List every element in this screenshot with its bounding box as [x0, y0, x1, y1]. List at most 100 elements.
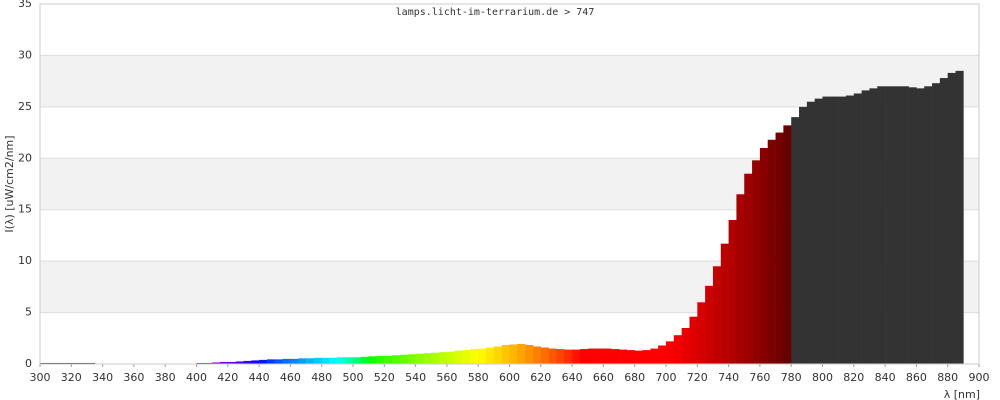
- x-tick-label: 540: [405, 371, 426, 384]
- spectrum-bar: [290, 358, 299, 364]
- spectrum-bar: [712, 266, 722, 364]
- x-tick-label: 580: [468, 371, 489, 384]
- spectrum-bar: [415, 353, 424, 364]
- x-tick-label: 320: [61, 371, 82, 384]
- spectrum-bar: [830, 96, 839, 365]
- spectrum-bar: [243, 360, 252, 364]
- spectrum-bar: [822, 96, 831, 365]
- spectrum-bar: [493, 346, 502, 364]
- spectrum-bar: [360, 356, 369, 364]
- y-tick-label: 30: [18, 48, 32, 61]
- spectrum-bar: [274, 359, 283, 364]
- x-tick-label: 860: [906, 371, 927, 384]
- spectrum-bar: [548, 348, 557, 364]
- spectrum-bar: [470, 349, 479, 364]
- x-tick-label: 460: [280, 371, 301, 384]
- y-tick-label: 15: [18, 203, 32, 216]
- x-tick-label: 440: [249, 371, 270, 384]
- spectrum-bar: [353, 357, 362, 364]
- x-tick-label: 600: [499, 371, 520, 384]
- spectrum-bar: [603, 348, 612, 364]
- spectrum-bar: [423, 353, 432, 364]
- spectrum-bar: [431, 352, 440, 364]
- spectrum-bar: [705, 285, 714, 364]
- spectrum-bar: [650, 348, 659, 364]
- spectrum-bar: [595, 348, 604, 364]
- spectrum-bar: [759, 148, 769, 364]
- x-axis-label: λ [nm]: [944, 388, 980, 400]
- spectrum-bar: [799, 106, 808, 364]
- spectrum-bar: [736, 194, 745, 364]
- spectrum-bar: [345, 357, 354, 364]
- spectrum-bar: [282, 358, 291, 364]
- spectrum-bar: [877, 86, 886, 365]
- y-tick-label: 20: [18, 151, 32, 164]
- spectrum-bar: [619, 349, 628, 364]
- spectrum-bar: [916, 88, 925, 364]
- spectrum-bar: [932, 83, 941, 364]
- x-tick-label: 420: [217, 371, 238, 384]
- y-tick-label: 0: [25, 357, 32, 370]
- x-tick-label: 340: [92, 371, 113, 384]
- spectrum-bar: [556, 349, 565, 364]
- x-tick-label: 560: [436, 371, 457, 384]
- spectrum-bar: [892, 86, 902, 365]
- x-tick-label: 620: [530, 371, 551, 384]
- x-tick-label: 760: [749, 371, 770, 384]
- spectrum-bar: [564, 349, 573, 364]
- spectrum-bar: [259, 359, 268, 364]
- spectrum-bar: [806, 101, 815, 364]
- y-tick-label: 25: [18, 100, 32, 113]
- spectrum-bar: [212, 362, 221, 364]
- spectrum-bar: [219, 361, 229, 364]
- spectrum-bar: [908, 87, 917, 365]
- spectrum-bar: [454, 350, 463, 364]
- spectrum-bar: [439, 352, 448, 364]
- spectrum-bar: [251, 360, 260, 364]
- spectrum-bar: [478, 348, 487, 364]
- spectrum-bar: [486, 347, 495, 364]
- spectrum-bar: [540, 347, 549, 364]
- x-tick-label: 800: [812, 371, 833, 384]
- spectrum-bar: [313, 357, 322, 364]
- spectrum-bar: [329, 357, 338, 364]
- x-tick-label: 300: [30, 371, 51, 384]
- spectrum-bar: [783, 125, 792, 364]
- spectrum-bar: [196, 362, 205, 364]
- spectrum-bar: [853, 93, 862, 364]
- spectrum-bar: [720, 243, 729, 364]
- spectrum-bar: [368, 356, 377, 364]
- x-tick-label: 680: [624, 371, 645, 384]
- spectrum-bar: [861, 90, 870, 365]
- spectrum-bar: [525, 344, 534, 364]
- spectrum-bar: [266, 359, 276, 364]
- spectrum-bar: [673, 335, 682, 364]
- spectrum-bar: [681, 328, 690, 364]
- x-tick-label: 700: [656, 371, 677, 384]
- spectrum-bar: [446, 351, 456, 364]
- x-tick-label: 900: [969, 371, 990, 384]
- x-tick-label: 520: [374, 371, 395, 384]
- spectrum-bar: [392, 355, 401, 364]
- spectrum-bar: [40, 362, 49, 364]
- y-tick-label: 35: [18, 0, 32, 10]
- spectrum-bar: [634, 350, 643, 364]
- spectrum-bar: [298, 358, 307, 364]
- y-axis-label: I(λ) [uW/cm2/nm]: [3, 135, 16, 232]
- x-tick-label: 780: [781, 371, 802, 384]
- spectrum-bar: [501, 344, 510, 364]
- spectrum-bar: [658, 345, 667, 364]
- spectrum-bar: [337, 357, 346, 364]
- x-tick-label: 720: [687, 371, 708, 384]
- x-tick-label: 360: [123, 371, 144, 384]
- x-tick-label: 840: [875, 371, 896, 384]
- spectrum-bar: [728, 220, 737, 364]
- spectrum-bar: [697, 302, 706, 364]
- y-tick-label: 5: [25, 306, 32, 319]
- spectrum-bar: [407, 354, 416, 364]
- spectrum-bar: [376, 355, 385, 364]
- spectrum-bar: [955, 70, 964, 364]
- spectrum-bar: [517, 343, 526, 364]
- chart-title: lamps.licht-im-terrarium.de > 747: [396, 7, 595, 18]
- spectrum-bar: [587, 348, 596, 364]
